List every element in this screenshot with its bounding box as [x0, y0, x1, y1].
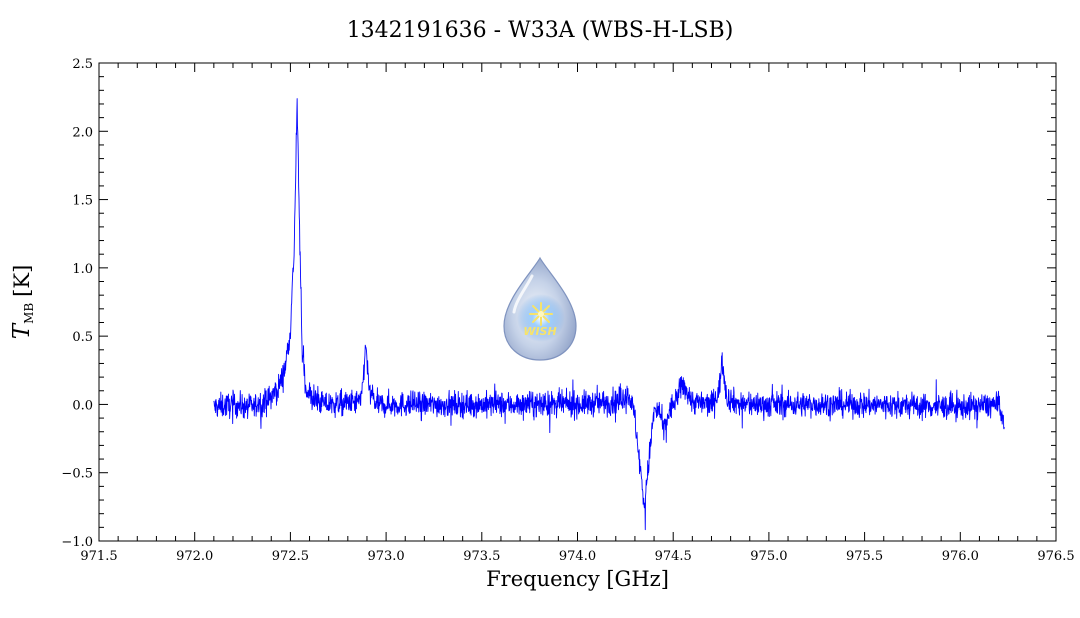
- y-tick-label: −1.0: [61, 535, 93, 550]
- x-tick-label: 975.0: [750, 549, 787, 564]
- y-tick-label: −0.5: [61, 467, 93, 482]
- y-axis-label: TMB [K]: [9, 264, 36, 340]
- x-tick-label: 976.0: [942, 549, 979, 564]
- x-tick-label: 974.5: [655, 549, 692, 564]
- plot-border: [98, 62, 1057, 542]
- y-tick-label: 2.5: [72, 57, 93, 72]
- y-axis-subscript: MB: [22, 302, 36, 324]
- plot-frame: [98, 62, 1057, 542]
- wish-logo-icon: WISH: [503, 256, 577, 361]
- spectrum-series: [213, 98, 1005, 531]
- axis-ticks: [98, 62, 1057, 542]
- y-tick-label: 1.0: [72, 262, 93, 277]
- y-tick-label: 0.5: [72, 330, 93, 345]
- wish-logo-text: WISH: [523, 325, 556, 338]
- x-tick-label: 976.5: [1037, 549, 1074, 564]
- axis-tick-labels: 971.5 972.0 972.5 973.0 973.5 974.0 974.5 975.0…: [61, 57, 1074, 564]
- x-tick-label: 971.5: [80, 549, 117, 564]
- x-axis-label: Frequency [GHz]: [486, 567, 669, 591]
- x-tick-label: 972.0: [176, 549, 213, 564]
- y-tick-label: 2.0: [72, 125, 93, 140]
- x-tick-label: 972.5: [272, 549, 309, 564]
- x-tick-label: 974.0: [559, 549, 596, 564]
- x-tick-label: 975.5: [846, 549, 883, 564]
- y-tick-label: 1.5: [72, 194, 93, 209]
- chart-title: 1342191636 - W33A (WBS-H-LSB): [346, 18, 734, 43]
- y-tick-label: 0.0: [72, 398, 93, 413]
- spectrum-line: [213, 98, 1005, 531]
- x-tick-label: 973.5: [463, 549, 500, 564]
- y-axis-symbol: T: [9, 323, 35, 340]
- x-tick-label: 973.0: [367, 549, 404, 564]
- y-axis-unit: [K]: [10, 264, 34, 297]
